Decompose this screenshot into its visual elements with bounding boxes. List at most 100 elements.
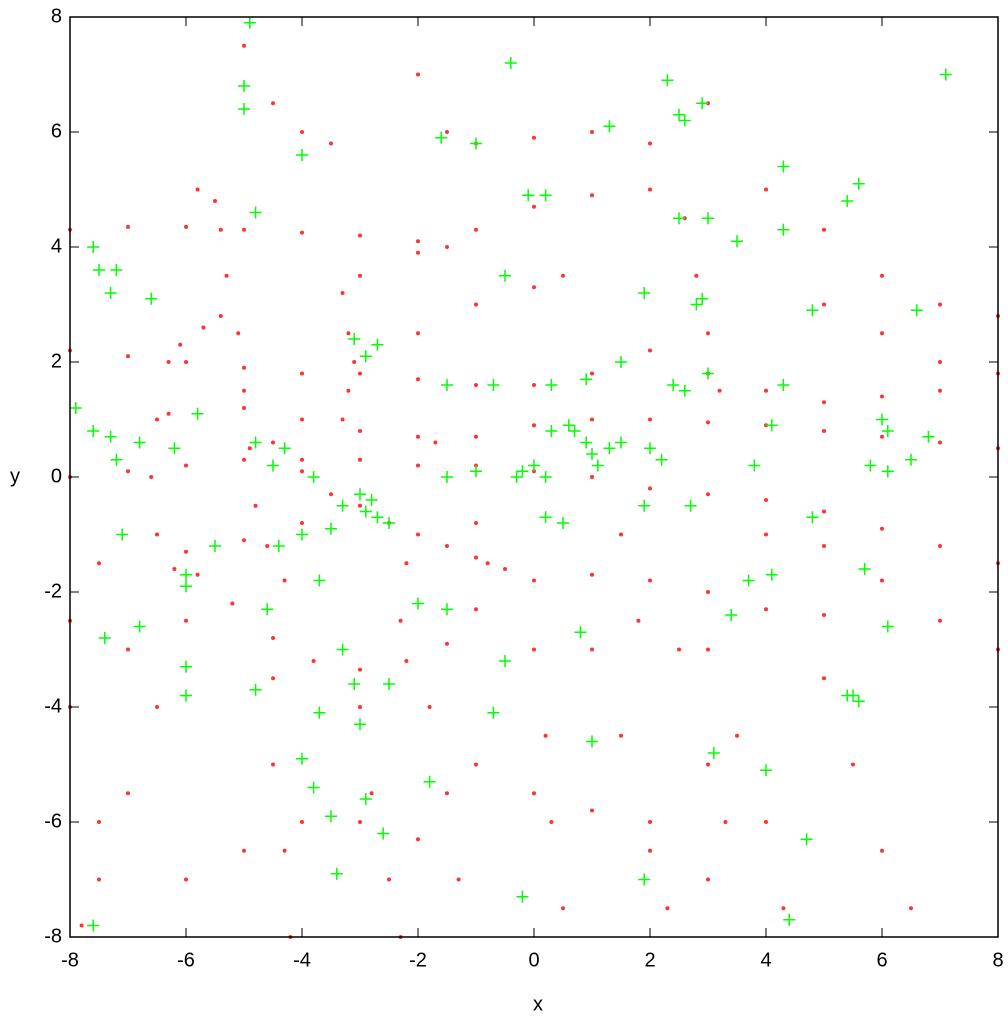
dot-marker bbox=[346, 388, 351, 393]
cross-marker bbox=[296, 752, 308, 765]
dot-marker bbox=[764, 388, 768, 393]
cross-marker bbox=[765, 419, 778, 432]
dot-marker bbox=[242, 365, 246, 370]
cross-marker bbox=[603, 120, 616, 133]
dot-marker bbox=[781, 906, 786, 911]
dot-marker bbox=[416, 434, 420, 439]
dot-marker bbox=[126, 469, 130, 474]
cross-marker bbox=[499, 655, 511, 667]
dot-marker bbox=[590, 130, 594, 134]
x-tick-label: 4 bbox=[760, 949, 771, 971]
dot-marker bbox=[706, 877, 710, 882]
dot-marker bbox=[590, 475, 594, 479]
dot-marker bbox=[880, 434, 884, 439]
dot-marker bbox=[416, 377, 420, 382]
cross-marker bbox=[638, 287, 651, 299]
dot-marker bbox=[694, 273, 699, 278]
y-tick-label: -8 bbox=[44, 925, 62, 947]
cross-marker bbox=[116, 528, 129, 541]
dot-marker bbox=[706, 762, 710, 767]
dot-marker bbox=[358, 457, 362, 462]
cross-marker bbox=[777, 160, 790, 173]
dot-marker bbox=[300, 820, 304, 824]
dot-marker bbox=[532, 791, 536, 796]
cross-marker bbox=[580, 373, 593, 386]
dot-marker bbox=[474, 762, 478, 767]
y-tick-label: 8 bbox=[51, 5, 62, 27]
dot-marker bbox=[938, 618, 942, 623]
dot-marker bbox=[938, 544, 942, 548]
dot-marker bbox=[590, 417, 594, 422]
dot-marker bbox=[271, 762, 275, 767]
cross-marker bbox=[603, 442, 616, 455]
dot-marker bbox=[445, 245, 449, 249]
y-tick-label: 4 bbox=[51, 235, 62, 257]
dot-marker bbox=[416, 250, 420, 255]
dot-marker bbox=[619, 532, 623, 537]
dot-marker bbox=[474, 383, 478, 387]
dot-marker bbox=[474, 227, 478, 232]
cross-marker bbox=[881, 425, 894, 437]
cross-marker bbox=[725, 609, 738, 621]
cross-marker bbox=[470, 137, 482, 150]
dot-marker bbox=[822, 429, 826, 433]
dot-marker bbox=[404, 561, 409, 566]
dot-marker bbox=[474, 434, 478, 439]
dot-marker bbox=[126, 647, 130, 652]
dot-marker bbox=[404, 659, 409, 663]
dot-marker bbox=[340, 291, 345, 295]
dot-marker bbox=[433, 440, 438, 445]
cross-marker bbox=[586, 735, 598, 748]
dot-marker bbox=[201, 325, 206, 330]
cross-marker bbox=[591, 459, 604, 472]
dot-marker bbox=[300, 417, 304, 422]
cross-marker bbox=[435, 131, 448, 144]
cross-marker bbox=[278, 442, 291, 455]
dot-marker bbox=[358, 705, 362, 709]
dot-marker bbox=[172, 567, 177, 571]
dot-marker bbox=[764, 187, 768, 192]
x-tick-label: 6 bbox=[876, 949, 887, 971]
cross-marker bbox=[765, 568, 778, 581]
cross-marker bbox=[371, 338, 384, 351]
dot-marker bbox=[300, 371, 304, 376]
y-tick-label: 2 bbox=[51, 350, 62, 372]
cross-marker bbox=[441, 603, 453, 616]
cross-marker bbox=[330, 867, 343, 880]
dot-marker bbox=[184, 549, 188, 554]
cross-marker bbox=[864, 459, 877, 472]
dot-marker bbox=[822, 400, 826, 405]
cross-marker bbox=[528, 459, 540, 472]
dot-marker bbox=[311, 659, 316, 663]
dot-marker bbox=[938, 360, 942, 364]
dot-marker bbox=[648, 348, 652, 353]
y-tick-label: 6 bbox=[51, 120, 62, 142]
dot-marker bbox=[195, 572, 200, 577]
dot-marker bbox=[880, 394, 884, 399]
cross-marker bbox=[800, 833, 813, 846]
cross-marker bbox=[249, 436, 262, 449]
cross-marker bbox=[696, 292, 709, 305]
cross-marker bbox=[881, 620, 894, 633]
dot-marker bbox=[242, 538, 246, 543]
y-tick-label: -2 bbox=[44, 580, 62, 602]
cross-marker bbox=[238, 80, 250, 92]
cross-marker bbox=[180, 660, 192, 673]
dot-marker bbox=[416, 331, 420, 336]
dot-marker bbox=[590, 647, 594, 652]
cross-marker bbox=[777, 379, 790, 391]
cross-marker bbox=[325, 522, 337, 535]
dot-marker bbox=[300, 521, 304, 525]
dot-marker bbox=[445, 791, 449, 796]
dot-marker bbox=[358, 273, 362, 278]
dot-marker bbox=[636, 618, 641, 623]
dot-marker bbox=[126, 791, 130, 796]
dot-marker bbox=[532, 647, 536, 652]
cross-marker bbox=[673, 212, 685, 225]
cross-marker bbox=[748, 459, 761, 472]
dot-marker bbox=[166, 411, 171, 416]
dot-marker bbox=[300, 230, 304, 235]
cross-marker bbox=[568, 425, 581, 437]
dot-marker bbox=[532, 204, 536, 209]
cross-marker bbox=[104, 430, 117, 443]
